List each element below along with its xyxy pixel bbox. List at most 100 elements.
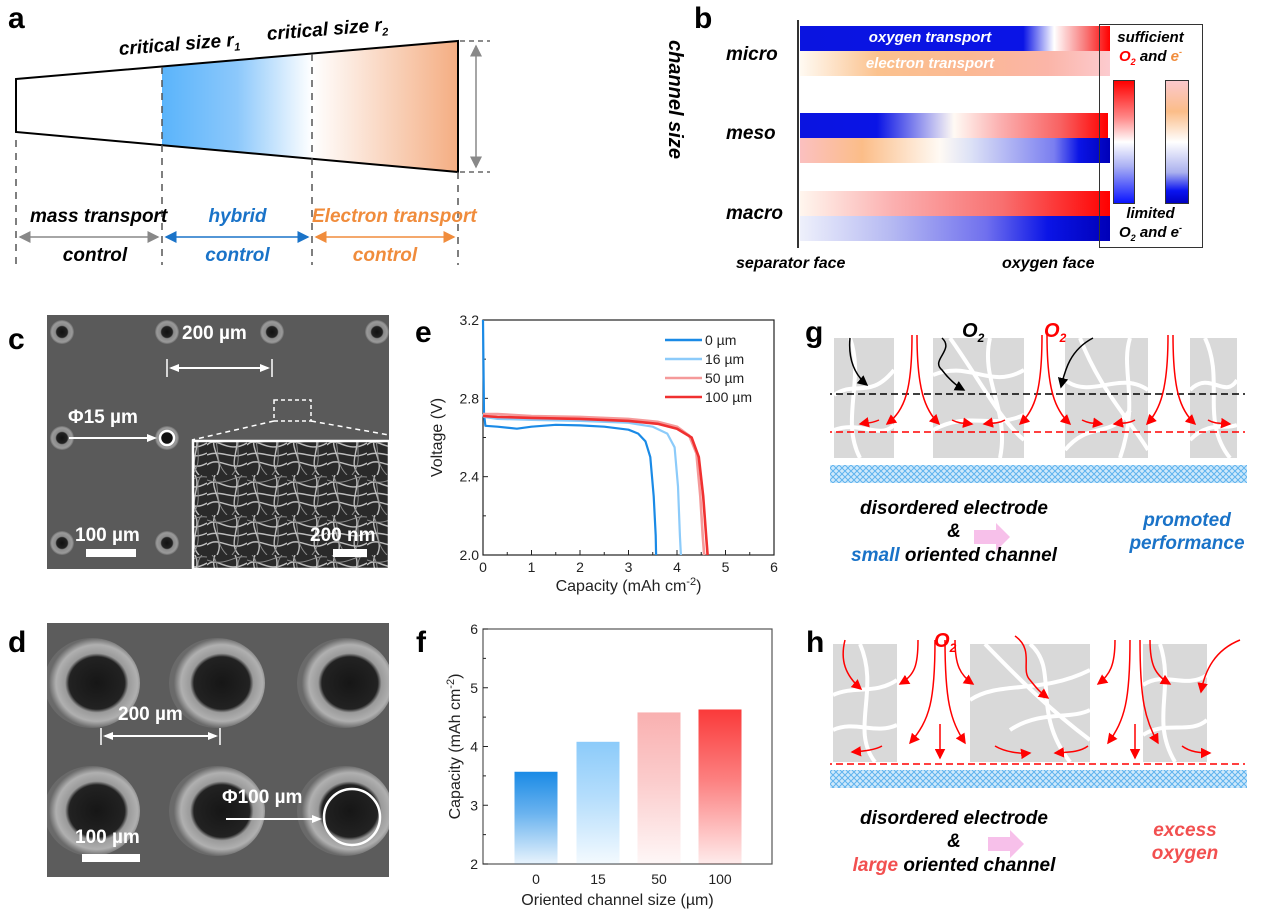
oxygen-transport-label: oxygen transport (868, 29, 992, 46)
x-tick-label-e: 4 (673, 559, 681, 575)
r1-subscript: 1 (233, 41, 241, 54)
x-axis-label-f: Oriented channel size (µm) (521, 892, 713, 909)
micro-electron-bar (800, 51, 1110, 76)
legend-label-1: 16 µm (705, 351, 744, 367)
separator-mesh (830, 465, 1247, 483)
y-tick-label-f: 3 (470, 797, 478, 813)
x-tick-label-f: 15 (590, 871, 606, 887)
g-caption-amp: & (947, 521, 961, 542)
electron-transport-control: control (352, 245, 418, 266)
separator-face-label: separator face (736, 255, 846, 272)
scale-bar-200nm (333, 549, 367, 557)
electron-transport-text: electron transport (865, 55, 995, 72)
y-axis-label-f: Capacity (mAh cm-2) (445, 674, 464, 820)
series-line-2 (483, 412, 706, 556)
scale-label-d: 100 µm (75, 827, 140, 848)
h-caption-line3: large oriented channel (852, 855, 1056, 876)
y-tick-label-f: 4 (470, 739, 478, 755)
panel-label-e: e (415, 316, 432, 349)
highlighted-hole-15um (158, 429, 176, 447)
chart-f-capacity-bars: 2 3 4 5 6 0 15 50 100 Oriented channel size (µm) C… (445, 621, 773, 909)
panel-label-h: h (806, 626, 825, 659)
x-tick-label-e: 0 (479, 559, 487, 575)
x-tick-label-e: 5 (722, 559, 730, 575)
g-caption-line3: small oriented channel (851, 545, 1057, 566)
scale-label-c: 100 µm (75, 525, 140, 546)
o2-label-red-g: O2 (1044, 320, 1067, 345)
y-tick-label-f: 2 (470, 856, 478, 872)
h-caption-amp: & (947, 831, 961, 852)
legend-bottom-e: e- (1170, 223, 1183, 241)
legend-top-e: e- (1170, 47, 1183, 65)
micro-oxygen-bar (800, 26, 1110, 51)
panel-g-diagram (830, 334, 1247, 551)
bar-0 (514, 771, 558, 864)
sem-image-d (47, 623, 389, 877)
panel-b-legend: sufficient O2 and e- limited O2 and e- (1099, 24, 1203, 248)
row-label-meso: meso (726, 123, 776, 144)
panel-label-a: a (8, 2, 25, 35)
highlighted-hole-100um (322, 787, 382, 847)
diameter-label-d: Φ100 µm (222, 787, 303, 808)
h-caption-line1: disordered electrode (860, 808, 1048, 829)
scale-bar-100um (86, 549, 136, 557)
legend-bottom-and: and (1139, 224, 1167, 241)
x-axis-label-e: Capacity (mAh cm-2) (556, 576, 702, 595)
bar-100 (698, 709, 742, 864)
sem-holes-large (47, 638, 389, 856)
macro-oxygen-bar (800, 191, 1110, 216)
spacing-label-c: 200 µm (182, 323, 247, 344)
legend-limited: limited (1126, 205, 1175, 222)
x-tick-label-e: 1 (528, 559, 536, 575)
o2-label-black-g: O2 (962, 320, 985, 345)
panel-label-g: g (805, 316, 824, 349)
y-tick-label-e: 2.0 (460, 547, 480, 563)
mass-transport-label: mass transport (30, 206, 168, 227)
series-line-3 (482, 414, 709, 556)
panel-b-axis-line (797, 20, 799, 248)
panel-label-c: c (8, 323, 25, 356)
panel-label-f: f (416, 626, 426, 659)
x-tick-label-f: 0 (532, 871, 540, 887)
h-result-line2: oxygen (1151, 843, 1219, 864)
y-tick-label-e: 2.8 (460, 390, 480, 406)
x-tick-label-e: 2 (576, 559, 584, 575)
row-label-micro: micro (726, 44, 778, 65)
red-oxygen-arrows (858, 334, 1232, 429)
g-caption-line1: disordered electrode (860, 498, 1048, 519)
chart-e-voltage-capacity: 0 1 2 3 4 5 6 2.0 2.4 2.8 3.2 Capacity (mAh cm-2) Vo… (429, 312, 778, 595)
y-tick-label-f: 6 (470, 621, 478, 637)
legend-top-line2: O2 and e- (1100, 47, 1201, 67)
legend-label-3: 100 µm (705, 389, 752, 405)
electrode-blocks (834, 338, 1237, 458)
series-line-0 (481, 319, 658, 556)
bar-50 (637, 712, 681, 864)
electrode-blocks-h (833, 644, 1207, 762)
legend-top-o2: O2 (1118, 48, 1136, 67)
sem-image-c (47, 315, 389, 569)
g-result-line1: promoted (1143, 510, 1231, 531)
meso-electron-bar (800, 138, 1110, 163)
legend-bottom-line2: O2 and e- (1100, 223, 1201, 243)
diameter-label-c: Φ15 µm (68, 407, 138, 428)
legend-top-and: and (1139, 48, 1167, 65)
meso-oxygen-bar (800, 113, 1108, 138)
red-oxygen-arrows-h (842, 635, 1241, 760)
result-arrow-g (974, 523, 1010, 551)
g-result-line2: performance (1129, 533, 1245, 554)
h-result-line1: excess (1153, 820, 1217, 841)
hybrid-control: control (205, 245, 270, 266)
series-line-1 (481, 413, 682, 556)
x-tick-label-f: 50 (651, 871, 667, 887)
scale-bar-100um-d (82, 854, 140, 862)
row-label-macro: macro (726, 203, 784, 224)
x-tick-label-e: 6 (770, 559, 778, 575)
channel-size-label: channel size (664, 40, 686, 159)
x-tick-label-e: 3 (625, 559, 633, 575)
r2-subscript: 2 (381, 26, 389, 39)
o2-label-red-h: O2 (934, 630, 957, 655)
hybrid-region-fill (162, 54, 312, 159)
zoom-region-box (273, 399, 312, 422)
legend-label-0: 0 µm (705, 332, 736, 348)
inset-scale-label: 200 nm (310, 525, 376, 546)
